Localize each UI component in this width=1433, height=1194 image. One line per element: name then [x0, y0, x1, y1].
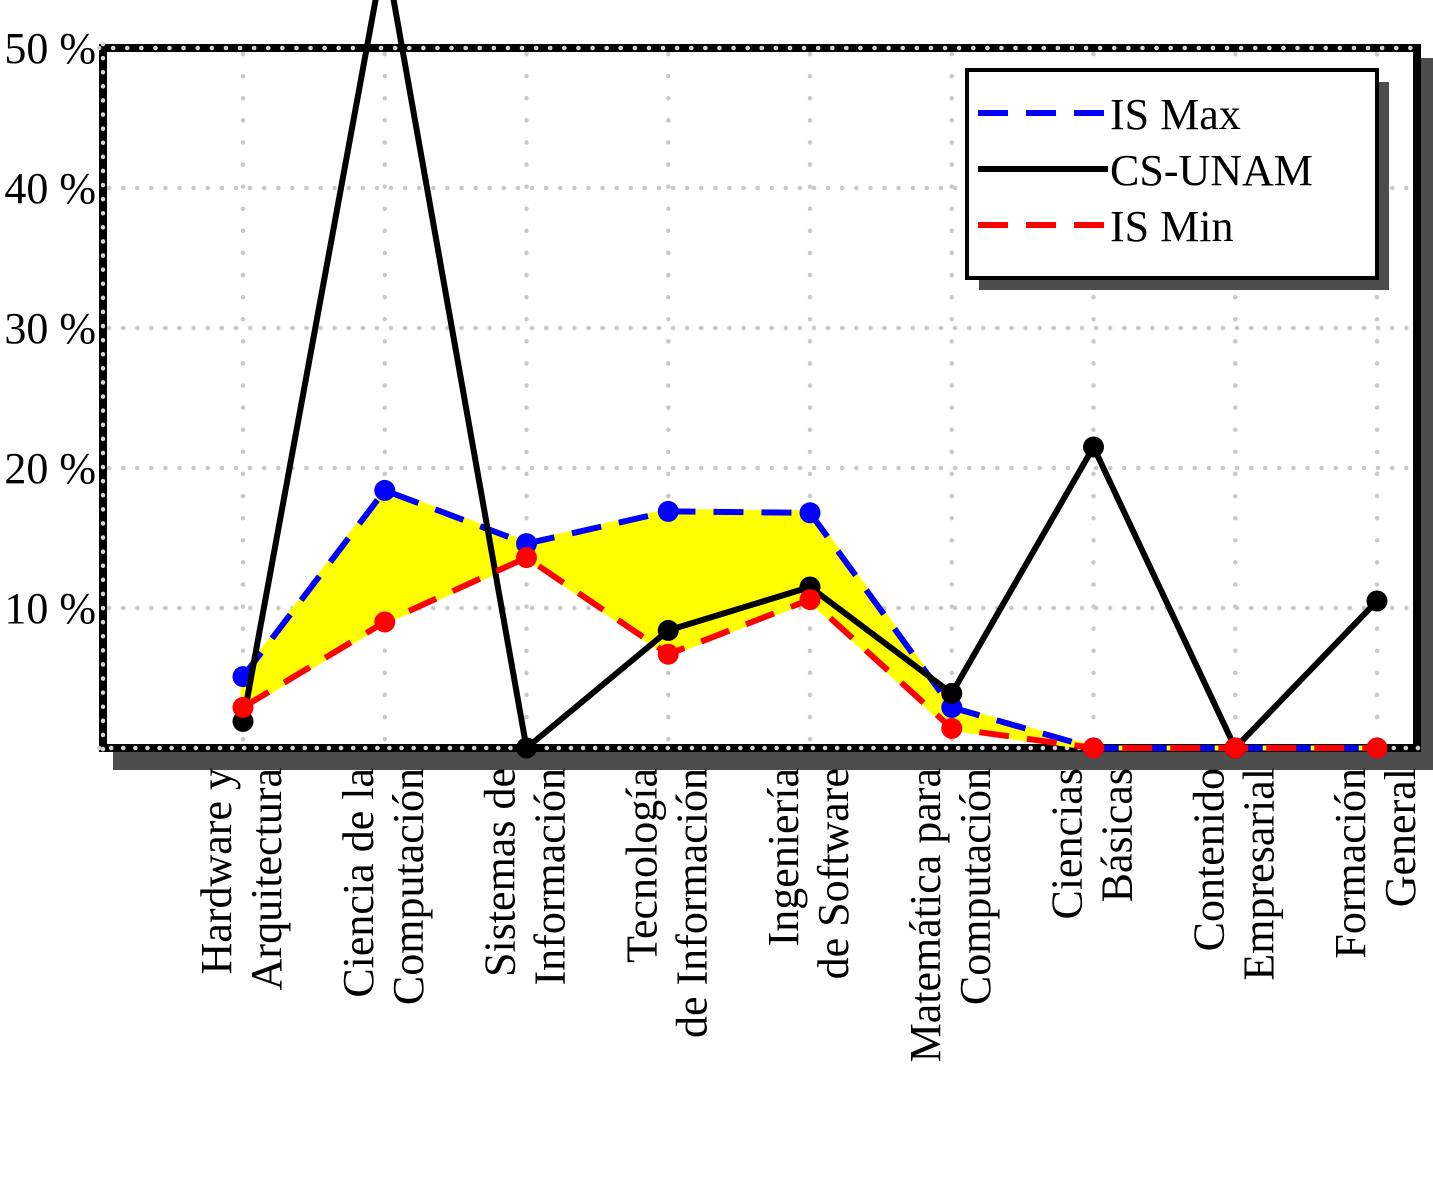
x-axis-label-7: Contenido Empresarial	[1184, 768, 1283, 981]
data-point-is-min	[657, 643, 679, 665]
x-axis-label-line2: Computación	[384, 768, 433, 1005]
y-tick-label-50: 50 %	[4, 24, 96, 73]
x-axis-label-line1: Ciencias	[1043, 768, 1092, 920]
data-point-is-min	[516, 547, 537, 569]
data-point-is-min	[1083, 737, 1104, 759]
data-point-cs-unam	[657, 619, 679, 641]
x-axis-label-2: Sistemas de Información	[476, 768, 575, 985]
data-point-cs-unam	[941, 682, 963, 704]
y-tick-label-20: 20 %	[4, 444, 96, 493]
x-axis-label-line1: Ciencia de la	[334, 768, 383, 998]
legend-label-is-max: IS Max	[1110, 90, 1241, 139]
x-axis-label-line1: Ingeniería	[759, 768, 808, 946]
data-point-is-max	[799, 502, 821, 524]
data-point-is-min	[1366, 737, 1388, 759]
series-markers-is-min	[232, 547, 1388, 759]
legend-box	[965, 68, 1379, 280]
data-point-is-min	[374, 611, 396, 633]
x-axis-label-line2: de Software	[809, 768, 858, 979]
x-axis-label-5: Matemática para Computación	[901, 768, 1000, 1062]
data-point-is-max	[374, 479, 396, 501]
y-tick-label-40: 40 %	[4, 164, 96, 213]
data-point-is-min	[232, 696, 254, 718]
data-point-cs-unam	[1083, 436, 1104, 458]
x-axis-label-line1: Contenido	[1184, 768, 1233, 951]
x-axis-label-line1: Hardware y	[192, 768, 241, 974]
x-axis-label-line1: Sistemas de	[476, 768, 525, 977]
x-axis-label-line2: de Información	[667, 768, 716, 1038]
data-point-cs-unam	[1366, 590, 1388, 612]
data-point-is-max	[657, 500, 679, 522]
x-axis-label-line2: Empresarial	[1234, 768, 1283, 981]
x-axis-label-0: Hardware y Arquitectura	[192, 768, 291, 990]
legend-label-cs-unam: CS-UNAM	[1110, 146, 1313, 195]
legend: IS Max CS-UNAM IS Min	[965, 68, 1389, 290]
x-axis-label-line1: Matemática para	[901, 768, 950, 1062]
x-axis-label-1: Ciencia de la Computación	[334, 768, 433, 1005]
x-axis-label-line2: Básicas	[1093, 768, 1142, 902]
x-axis-label-3: Tecnología de Información	[617, 768, 716, 1038]
x-axis-label-line1: Formación	[1326, 768, 1375, 959]
x-axis-labels: Hardware y Arquitectura Ciencia de la Compu…	[192, 768, 1425, 1062]
data-point-cs-unam	[516, 737, 537, 759]
series-lines	[232, 0, 1388, 759]
y-axis-labels: 10 % 20 % 30 % 40 % 50 %	[4, 24, 96, 633]
x-axis-label-line2: General	[1376, 768, 1425, 907]
data-point-is-min	[941, 717, 963, 739]
legend-label-is-min: IS Min	[1110, 202, 1233, 251]
x-axis-label-8: Formación General	[1326, 768, 1425, 959]
x-axis-label-4: Ingeniería de Software	[759, 768, 858, 979]
x-axis-label-line2: Arquitectura	[242, 768, 291, 990]
y-tick-label-30: 30 %	[4, 304, 96, 353]
data-point-is-min	[1224, 737, 1246, 759]
x-axis-label-line1: Tecnología	[617, 768, 666, 963]
x-axis-label-6: Ciencias Básicas	[1043, 768, 1142, 920]
x-axis-label-line2: Computación	[951, 768, 1000, 1005]
y-tick-label-10: 10 %	[4, 584, 96, 633]
data-point-is-min	[799, 589, 821, 611]
x-axis-label-line2: Información	[526, 768, 575, 985]
